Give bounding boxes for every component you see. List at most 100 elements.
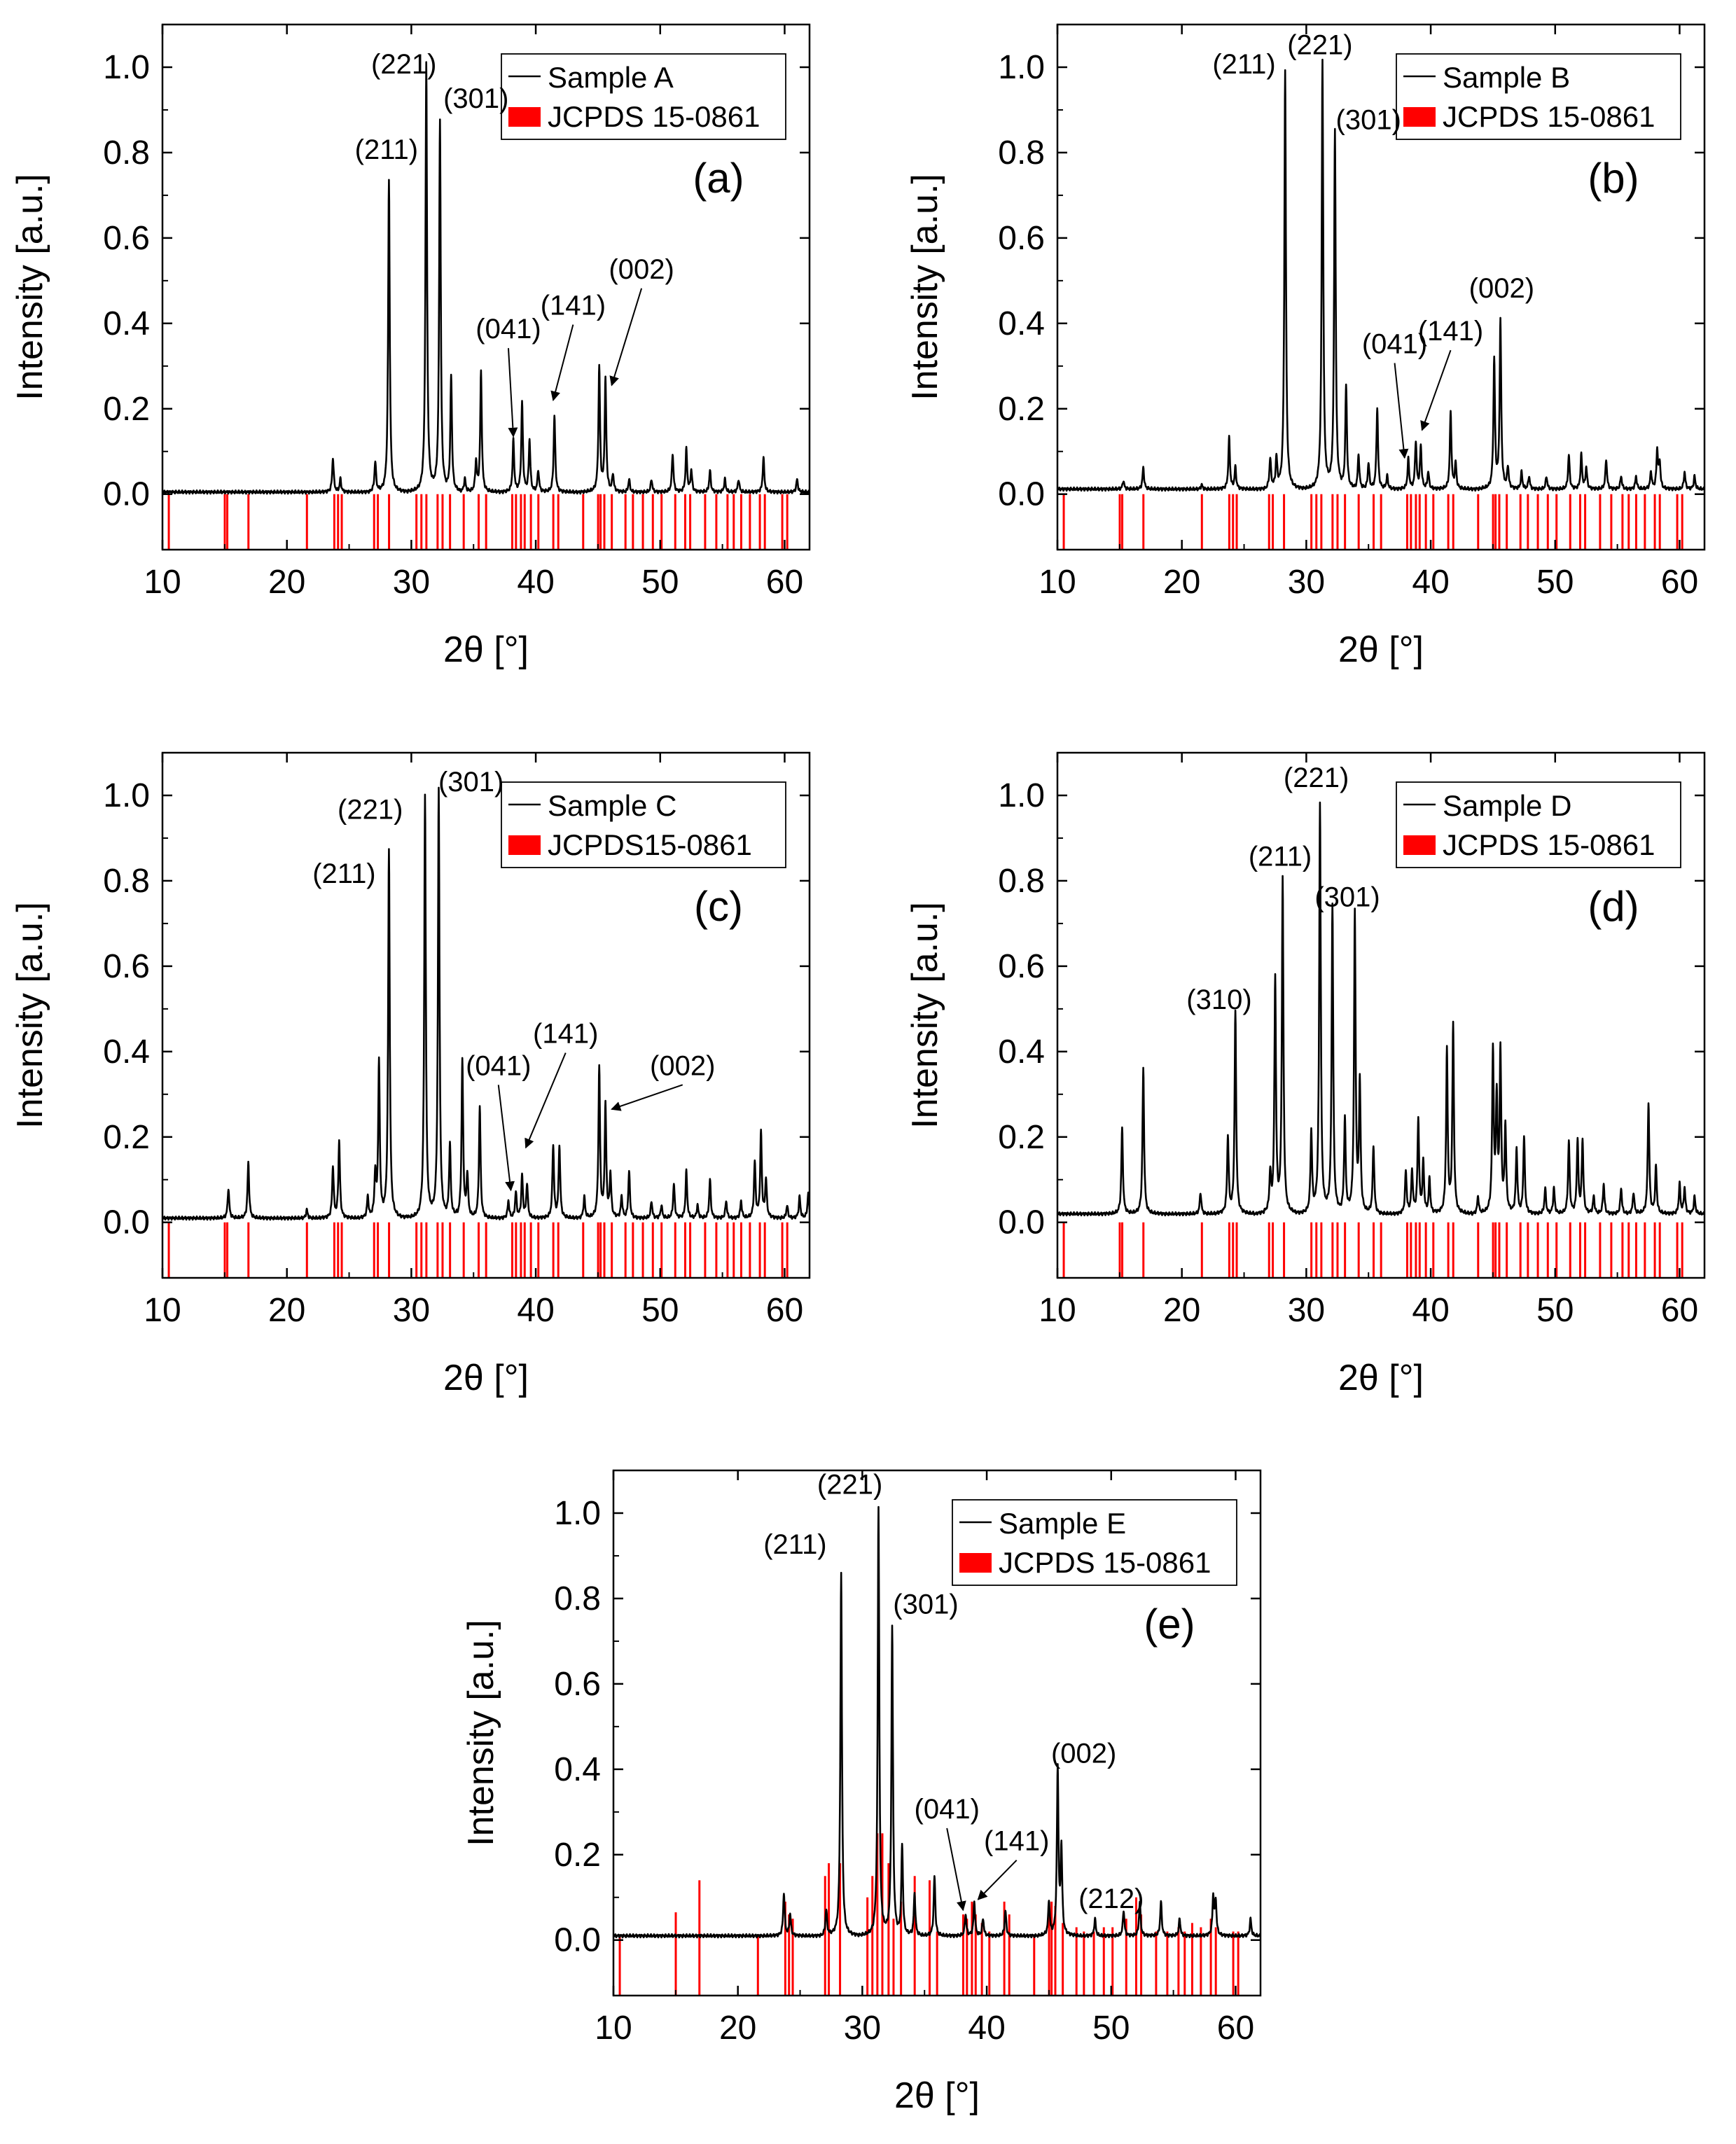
reference-line bbox=[1155, 1931, 1158, 1996]
reference-line bbox=[1405, 1222, 1408, 1278]
peak-label: (221) bbox=[371, 49, 436, 80]
reference-line bbox=[597, 1222, 599, 1278]
reference-line bbox=[1142, 494, 1145, 550]
peak-arrow bbox=[1420, 349, 1452, 431]
reference-line bbox=[739, 494, 742, 550]
peak-arrow bbox=[609, 288, 643, 387]
reference-line bbox=[1331, 1222, 1334, 1278]
peak-arrow bbox=[611, 1084, 683, 1111]
panel-label: (b) bbox=[1588, 155, 1639, 202]
reference-line bbox=[436, 1222, 439, 1278]
y-tick-label: 0.6 bbox=[998, 948, 1045, 985]
y-tick-label: 1.0 bbox=[554, 1495, 601, 1532]
reference-line bbox=[557, 1222, 560, 1278]
reference-line bbox=[961, 1914, 964, 1996]
reference-line bbox=[1310, 494, 1313, 550]
x-tick-label: 20 bbox=[1163, 1292, 1200, 1329]
reference-line bbox=[1410, 494, 1412, 550]
reference-line bbox=[515, 494, 518, 550]
reference-line bbox=[788, 1914, 791, 1996]
peak-label: (301) bbox=[1336, 104, 1401, 135]
reference-line bbox=[1283, 494, 1286, 550]
reference-line bbox=[1134, 1897, 1137, 1996]
reference-line bbox=[1102, 1927, 1105, 1996]
y-tick-label: 0.4 bbox=[998, 305, 1045, 342]
reference-line bbox=[511, 494, 513, 550]
reference-line bbox=[1320, 1222, 1323, 1278]
reference-line bbox=[929, 1880, 931, 1996]
reference-line bbox=[1658, 1222, 1661, 1278]
y-tick-label: 0.2 bbox=[103, 391, 150, 428]
x-tick-label: 40 bbox=[517, 564, 554, 601]
y-tick-label: 0.6 bbox=[103, 220, 150, 257]
y-tick-label: 0.4 bbox=[554, 1751, 601, 1788]
y-tick-label: 0.4 bbox=[103, 1033, 150, 1071]
reference-line bbox=[226, 494, 229, 550]
y-tick-label: 0.8 bbox=[103, 863, 150, 900]
panel-label: (d) bbox=[1588, 883, 1639, 930]
reference-line bbox=[1627, 1222, 1630, 1278]
x-tick-label: 60 bbox=[766, 564, 803, 601]
reference-line bbox=[1410, 1222, 1412, 1278]
y-axis-label: Intensity [a.u.] bbox=[10, 902, 50, 1129]
reference-line bbox=[913, 1876, 916, 1996]
reference-line bbox=[377, 1222, 380, 1278]
reference-line bbox=[1125, 1919, 1127, 1996]
reference-line bbox=[537, 1222, 540, 1278]
reference-line bbox=[1555, 494, 1558, 550]
reference-line bbox=[871, 1876, 874, 1996]
reference-line bbox=[1578, 494, 1581, 550]
reference-line bbox=[1062, 1923, 1064, 1996]
reference-line bbox=[1003, 1901, 1006, 1996]
reference-line bbox=[1681, 1222, 1683, 1278]
reference-line bbox=[1676, 1222, 1679, 1278]
reference-line bbox=[611, 494, 613, 550]
reference-line bbox=[305, 1222, 308, 1278]
reference-line bbox=[1118, 1222, 1121, 1278]
chart-panel-c: 10 20 30 40 50 60 0.0 0.2 0.4 0.6 0.8 1.0 2θ [°] Inte… bbox=[10, 751, 811, 1398]
y-tick-label: 0.0 bbox=[103, 1204, 150, 1241]
legend-reference-swatch bbox=[508, 107, 541, 127]
reference-line bbox=[599, 494, 602, 550]
peak-arrow bbox=[946, 1828, 966, 1912]
peak-label: (212) bbox=[1078, 1884, 1144, 1914]
reference-line bbox=[523, 1222, 526, 1278]
y-tick-label: 0.8 bbox=[998, 863, 1045, 900]
reference-line bbox=[651, 494, 654, 550]
y-tick-label: 0.4 bbox=[998, 1033, 1045, 1071]
reference-line bbox=[515, 1222, 518, 1278]
reference-line bbox=[305, 494, 308, 550]
plot-frame bbox=[1056, 23, 1706, 551]
x-tick-label: 20 bbox=[268, 564, 305, 601]
peak-label: (301) bbox=[438, 767, 504, 798]
reference-line bbox=[247, 494, 250, 550]
reference-line bbox=[1492, 494, 1494, 550]
reference-line bbox=[388, 494, 391, 550]
x-tick-label: 60 bbox=[1217, 2010, 1254, 2047]
plot-frame bbox=[161, 23, 811, 551]
reference-line bbox=[1584, 1222, 1587, 1278]
reference-line bbox=[1569, 494, 1571, 550]
reference-line bbox=[226, 1222, 229, 1278]
reference-line bbox=[247, 1222, 250, 1278]
reference-line bbox=[876, 1833, 879, 1996]
reference-line bbox=[1452, 494, 1454, 550]
sample-pattern-line bbox=[162, 61, 810, 495]
peak-label: (301) bbox=[443, 83, 508, 114]
reference-line bbox=[1232, 1222, 1235, 1278]
x-tick-label: 10 bbox=[595, 2010, 632, 2047]
reference-line bbox=[529, 494, 532, 550]
chart-panel-e: 10 20 30 40 50 60 0.0 0.2 0.4 0.6 0.8 1.0 2θ [°] Inte… bbox=[461, 1470, 1262, 2116]
reference-line bbox=[1235, 1222, 1238, 1278]
reference-line bbox=[1336, 1222, 1339, 1278]
peak-label: (141) bbox=[1418, 316, 1483, 347]
reference-line bbox=[1062, 1222, 1065, 1278]
reference-line bbox=[462, 1222, 465, 1278]
reference-line bbox=[520, 494, 522, 550]
legend-box bbox=[501, 53, 786, 140]
reference-line bbox=[1272, 494, 1275, 550]
reference-line bbox=[1418, 1222, 1421, 1278]
peak-label: (002) bbox=[1469, 273, 1534, 304]
reference-line bbox=[377, 494, 380, 550]
y-tick-label: 0.6 bbox=[554, 1666, 601, 1703]
